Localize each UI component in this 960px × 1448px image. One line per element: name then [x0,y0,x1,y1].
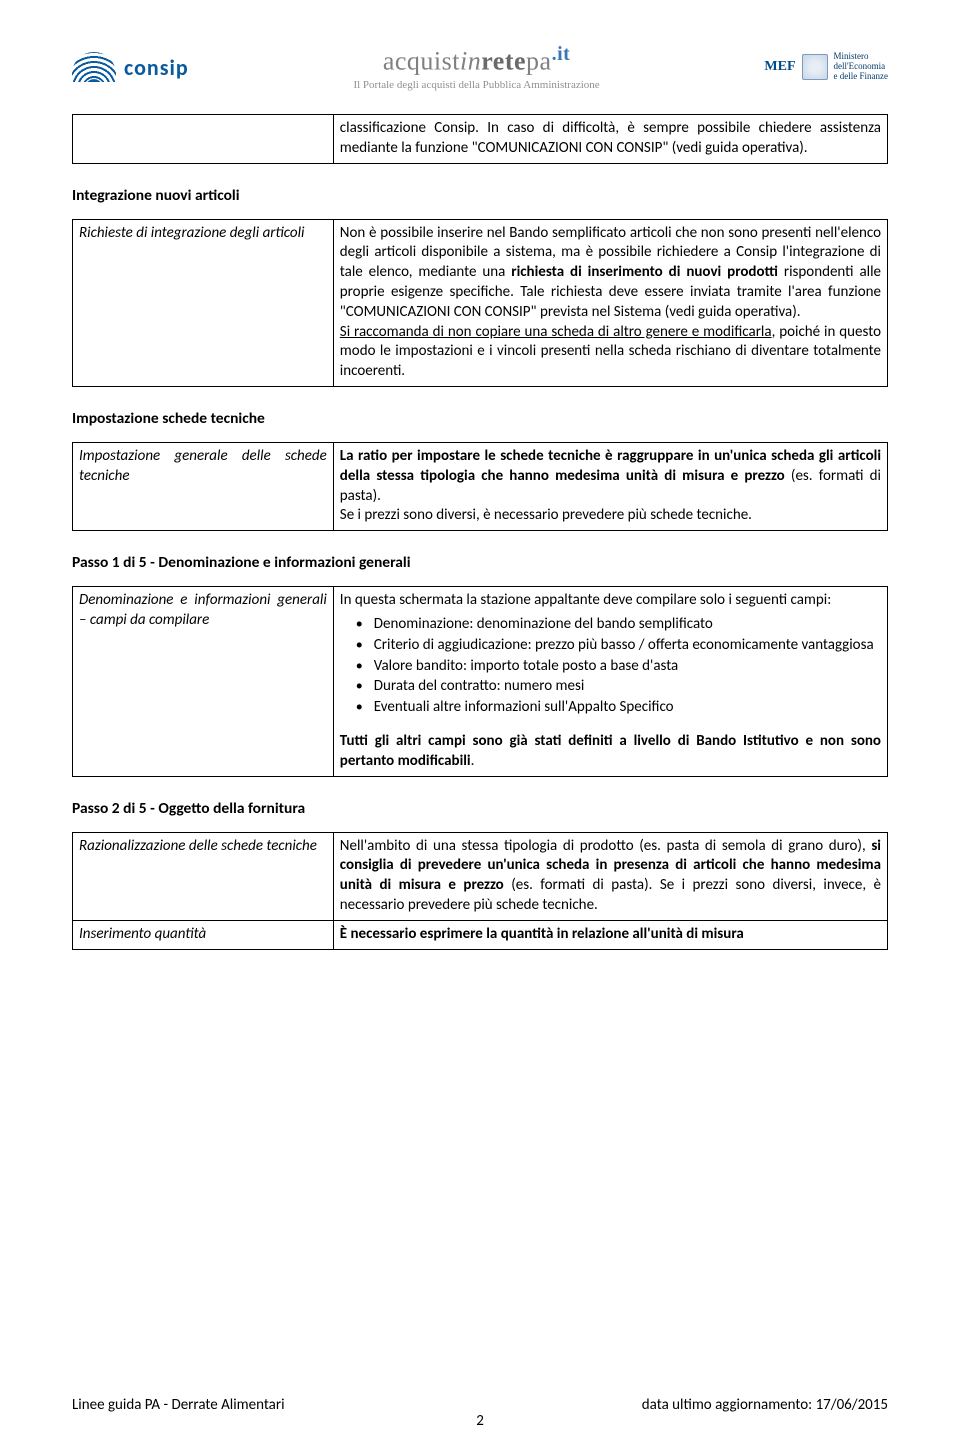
impostazione-right: La ratio per impostare le schede tecnich… [333,442,887,530]
mef-ministry-text: Ministero dell'Economia e delle Finanze [834,52,888,82]
list-item: Denominazione: denominazione del bando s… [374,615,881,635]
title-part-acquist: acquist [383,47,460,76]
table-row: Richieste di integrazione degli articoli… [73,219,888,386]
passo1-left: Denominazione e informazioni generali – … [73,587,334,776]
text-underline: Si raccomanda di non copiare una scheda … [340,323,772,341]
mef-emblem-icon [802,54,828,80]
text-fragment: Nell'ambito di una stessa tipologia di p… [340,837,872,855]
passo1-intro: In questa schermata la stazione appaltan… [340,591,831,609]
integrazione-right: Non è possibile inserire nel Bando sempl… [333,219,887,386]
razionalizzazione-left: Razionalizzazione delle schede tecniche [73,832,334,920]
text-fragment: Se i prezzi sono diversi, è necessario p… [340,506,752,524]
acquistinretepa-logo: acquistinretepa.it Il Portale degli acqu… [353,43,599,91]
consip-brand-text: consip [124,54,189,81]
inserimento-left: Inserimento quantità [73,920,334,949]
consip-icon [72,52,116,82]
razionalizzazione-right: Nell'ambito di una stessa tipologia di p… [333,832,887,920]
list-item: Eventuali altre informazioni sull'Appalt… [374,698,881,718]
mef-line3: e delle Finanze [834,72,888,82]
passo1-bullet-list: Denominazione: denominazione del bando s… [340,615,881,718]
impostazione-left: Impostazione generale delle schede tecni… [73,442,334,530]
inserimento-right: È necessario esprimere la quantità in re… [333,920,887,949]
classification-text: classificazione Consip. In caso di diffi… [333,115,887,164]
impostazione-table: Impostazione generale delle schede tecni… [72,442,888,531]
mef-label: MEF [764,59,795,75]
list-item: Criterio di aggiudicazione: prezzo più b… [374,636,881,656]
table-row: Denominazione e informazioni generali – … [73,587,888,776]
text-fragment: . [471,752,475,770]
text-bold: richiesta di inserimento di nuovi prodot… [511,263,778,281]
portal-subtitle: Il Portale degli acquisti della Pubblica… [353,79,599,91]
section-heading-passo1: Passo 1 di 5 - Denominazione e informazi… [72,553,888,572]
page-number: 2 [0,1412,960,1430]
section-heading-integrazione: Integrazione nuovi articoli [72,186,888,205]
empty-left-cell [73,115,334,164]
text-bold: È necessario esprimere la quantità in re… [340,925,744,943]
table-row: Inserimento quantità È necessario esprim… [73,920,888,949]
table-row: Impostazione generale delle schede tecni… [73,442,888,530]
title-part-pa: pa [526,47,552,76]
list-item: Valore bandito: importo totale posto a b… [374,657,881,677]
passo2-table: Razionalizzazione delle schede tecniche … [72,832,888,950]
classification-table: classificazione Consip. In caso di diffi… [72,114,888,164]
page-header: consip acquistinretepa.it Il Portale deg… [72,28,888,106]
title-part-in: in [460,47,481,76]
table-row: classificazione Consip. In caso di diffi… [73,115,888,164]
title-part-it: .it [552,43,571,65]
section-heading-impostazione: Impostazione schede tecniche [72,409,888,428]
list-item: Durata del contratto: numero mesi [374,677,881,697]
table-row: Razionalizzazione delle schede tecniche … [73,832,888,920]
passo1-closing-bold: Tutti gli altri campi sono già stati def… [340,732,881,770]
mef-logo: MEF Ministero dell'Economia e delle Fina… [764,52,888,82]
passo1-right: In questa schermata la stazione appaltan… [333,587,887,776]
passo1-table: Denominazione e informazioni generali – … [72,586,888,776]
consip-logo: consip [72,52,189,82]
section-heading-passo2: Passo 2 di 5 - Oggetto della fornitura [72,799,888,818]
title-part-rete: rete [481,47,526,76]
integrazione-table: Richieste di integrazione degli articoli… [72,219,888,387]
portal-title: acquistinretepa.it [353,43,599,77]
integrazione-left: Richieste di integrazione degli articoli [73,219,334,386]
